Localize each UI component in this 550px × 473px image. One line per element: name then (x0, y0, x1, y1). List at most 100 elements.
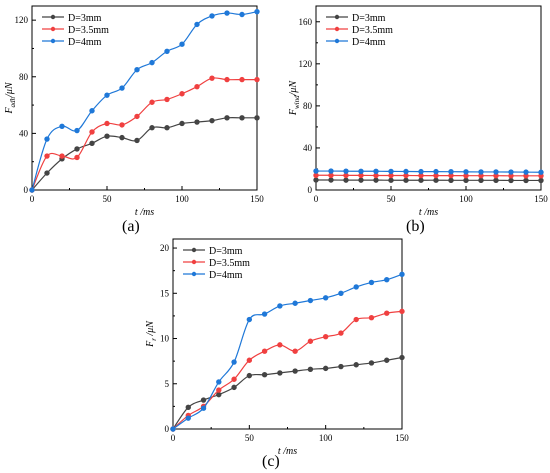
chart-b-data-point (523, 177, 529, 184)
chart-b-plot-frame (315, 5, 542, 191)
chart-a-xtick-label: 50 (103, 194, 113, 204)
panel-label-a: (a) (122, 218, 140, 235)
chart-c-data-point (384, 310, 390, 316)
chart-c-data-point (307, 366, 314, 372)
chart-a-data-point (104, 133, 110, 139)
chart-c-data-point (384, 357, 390, 363)
chart-a-data-point (119, 134, 125, 141)
chart-a-data-point (164, 125, 170, 131)
chart-b-data-point (388, 177, 394, 183)
chart-b-data-point (448, 169, 454, 175)
chart-a-data-point (194, 21, 200, 28)
chart-b-data-point (463, 177, 469, 184)
chart-b-legend-label: D=3.5mm (352, 25, 393, 36)
chart-a-data-point (44, 170, 50, 176)
chart-c-data-point (277, 342, 283, 348)
chart-b-legend-marker (334, 14, 340, 20)
chart-a-data-point (239, 11, 245, 18)
chart-a-data-point (104, 120, 110, 127)
chart-a-data-point (179, 91, 185, 97)
chart-c-ytick-label: 15 (160, 288, 170, 298)
chart-c-data-point (170, 426, 176, 432)
chart-b-data-point (538, 169, 544, 175)
chart-b-xtick-label: 50 (387, 194, 397, 204)
chart-a-data-point (164, 48, 170, 54)
chart-b-data-point (463, 169, 469, 175)
chart-a-data-point (119, 122, 125, 128)
chart-b-data-point (403, 177, 409, 183)
chart-a-data-point (29, 187, 35, 193)
chart-b-series-line (315, 174, 541, 177)
chart-b-data-point (478, 169, 484, 175)
chart-b-data-point (328, 168, 334, 174)
chart-b-data-point (313, 168, 319, 174)
chart-c-data-point (200, 405, 207, 411)
chart-c-xtick-label: 100 (319, 433, 333, 443)
chart-b-data-point (538, 177, 544, 184)
chart-b-data-point (523, 169, 529, 175)
chart-c-legend-marker (191, 247, 197, 253)
chart-a-ytick-label: 120 (15, 15, 29, 25)
chart-a-legend-marker (50, 14, 56, 20)
chart-a-series-line (31, 11, 258, 191)
chart-c-data-point (307, 338, 314, 344)
chart-b-data-point (478, 177, 484, 184)
chart-b-data-point (418, 177, 424, 183)
chart-c-data-point (261, 311, 268, 317)
chart-a-data-point (224, 76, 230, 83)
chart-a-data-point (209, 75, 215, 81)
chart-a-data-point (104, 92, 110, 98)
chart-b-xlabel: t /ms (419, 207, 438, 218)
chart-a-data-point (209, 117, 215, 124)
chart-b-data-point (328, 177, 334, 183)
chart-b-data-point (493, 177, 499, 184)
chart-c-series-line (172, 310, 403, 430)
chart-c-data-point (216, 387, 222, 393)
chart-c-ytick-label: 10 (160, 334, 170, 344)
chart-c-data-point (368, 360, 375, 366)
chart-a-data-point (89, 108, 95, 114)
chart-a-data-point (239, 76, 245, 83)
chart-c-ytick-label: 5 (165, 379, 170, 389)
chart-a-legend-label: D=3.5mm (68, 25, 109, 36)
panel-label-c: (c) (262, 453, 280, 470)
chart-c-data-point (353, 284, 359, 290)
chart-b-xtick-label: 100 (459, 194, 473, 204)
chart-b-data-point (313, 177, 319, 183)
chart-a-data-point (59, 153, 65, 159)
chart-c-legend-marker (191, 271, 197, 277)
chart-a-legend-label: D=4mm (68, 37, 102, 48)
chart-a-data-point (59, 123, 65, 130)
chart-c-xtick-label: 0 (171, 433, 176, 443)
chart-a-data-point (44, 153, 50, 159)
chart-a-data-point (74, 127, 80, 134)
chart-a-xlabel: t /ms (135, 207, 154, 218)
chart-c-data-point (353, 316, 359, 323)
chart-a-series-line (31, 77, 257, 191)
chart-a-data-point (164, 96, 170, 103)
chart-c-ylabel: Fr /μN (145, 320, 158, 348)
chart-a-data-point (179, 120, 185, 127)
chart-a-data-point (89, 140, 95, 146)
chart-b-legend-label: D=4mm (352, 37, 386, 48)
chart-c-data-point (368, 315, 375, 321)
chart-c-legend-label: D=3.5mm (209, 258, 250, 269)
chart-a-data-point (194, 119, 200, 125)
chart-a-xtick-label: 0 (30, 194, 35, 204)
chart-b-data-point (433, 177, 439, 183)
chart-b-ytick-label: 80 (303, 101, 313, 111)
chart-c-data-point (322, 295, 329, 301)
chart-c-data-point (216, 379, 222, 385)
chart-c-legend-marker (191, 259, 197, 265)
chart-b-data-point (448, 177, 454, 184)
chart-a-ytick-label: 80 (19, 72, 29, 82)
chart-a-data-point (179, 41, 185, 47)
chart-c-plot-frame (172, 238, 403, 430)
chart-a-ytick-label: 40 (19, 128, 29, 138)
chart-b-ytick-label: 0 (308, 185, 313, 195)
chart-c-data-point (231, 359, 237, 365)
chart-c-group: 0 50 100 150 0 5 10 15 20 t /ms Fr /μN D=3mmD=3.5mm… (145, 238, 409, 457)
chart-c-data-point (292, 348, 298, 354)
